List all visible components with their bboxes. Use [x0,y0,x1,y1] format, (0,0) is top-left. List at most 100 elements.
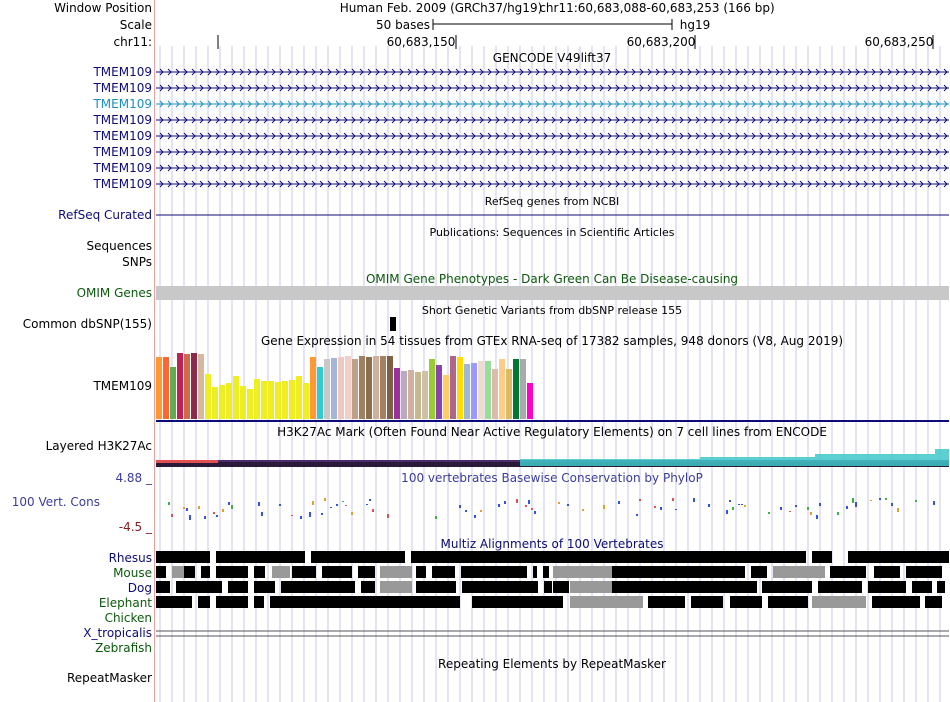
position-text: chr11:60,683,088-60,683,253 (166 bp) [539,1,775,15]
chrom-label: chr11: [113,35,152,49]
conservation-mark [309,512,311,517]
conservation-mark [819,503,821,506]
conservation-mark [531,508,533,510]
alignment-block [216,596,248,608]
alignment-block [432,566,455,578]
alignment-block [730,596,762,608]
gencode-title: GENCODE V49lift37 [492,51,612,65]
alignment-block [462,581,538,593]
alignment-block [762,581,812,593]
gtex-bar [254,379,260,419]
alignment-block [254,581,275,593]
h3k27ac-label[interactable]: Layered H3K27Ac [45,439,152,453]
alignment-block [570,596,643,608]
gtex-bar [450,356,456,419]
alignment-block [937,581,945,593]
conservation-mark [231,505,233,509]
alignment-block [416,581,456,593]
conservation-mark [183,507,185,509]
alignment-block [380,581,412,593]
publications-title: Publications: Sequences in Scientific Ar… [429,226,675,239]
gtex-bar [198,354,204,419]
conservation-mark [885,498,887,500]
gtex-bar [205,374,211,419]
conservation-mark [780,507,782,510]
publications-snps-label[interactable]: SNPs [122,255,152,269]
gtex-bar [443,375,449,419]
conservation-mark [228,502,230,505]
alignment-block [830,566,866,578]
omim-label[interactable]: OMIM Genes [76,286,152,300]
alignment-block [172,566,184,578]
species-label-xtropicalis[interactable]: X_tropicalis [83,626,152,640]
conservation-mark [672,498,674,501]
species-label-mouse[interactable]: Mouse [113,566,152,580]
gtex-bar [345,356,351,419]
transcript-arrows [159,180,948,188]
conservation-mark [198,506,200,509]
gene-label[interactable]: TMEM109 [93,129,152,143]
gene-label[interactable]: TMEM109 [93,65,152,79]
species-label-rhesus[interactable]: Rhesus [108,551,152,565]
gtex-bar [261,381,267,419]
conservation-mark [915,500,917,502]
alignment-block [416,566,426,578]
conservation-mark [372,509,374,512]
conservation-mark [654,506,656,508]
gene-label[interactable]: TMEM109 [93,81,152,95]
species-label-elephant[interactable]: Elephant [98,596,152,610]
conservation-mark [846,506,848,509]
gene-label[interactable]: TMEM109 [93,113,152,127]
alignment-block [411,551,806,563]
conservation-mark [459,505,461,508]
tick-label: 60,683,250 [864,35,934,49]
gtex-bar [240,386,246,419]
gene-label[interactable]: TMEM109 [93,145,152,159]
gtex-label[interactable]: TMEM109 [93,379,152,393]
conservation-mark [525,505,527,507]
refseq-title: RefSeq genes from NCBI [484,195,620,208]
gene-label-highlighted[interactable]: TMEM109 [93,97,152,111]
species-label-dog[interactable]: Dog [127,581,152,595]
refseq-label[interactable]: RefSeq Curated [58,208,152,222]
conservation-mark [516,499,518,503]
alignment-block [272,566,290,578]
gtex-bar [457,357,463,419]
repeats-label[interactable]: RepeatMasker [66,671,152,685]
conservation-mark [567,504,569,506]
gtex-bar [317,367,323,419]
gtex-bar [233,376,239,419]
gtex-bar [422,371,428,419]
alignment-block [612,566,745,578]
species-label-zebrafish[interactable]: Zebrafish [95,641,152,655]
alignment-block [198,596,210,608]
conservation-mark [729,500,731,502]
conservation-mark [693,498,695,502]
conservation-mark [816,515,818,519]
gtex-bar [170,367,176,419]
alignment-block [228,581,248,593]
conservation-title: 100 vertebrates Basewise Conservation by… [401,471,703,485]
conservation-label[interactable]: 100 Vert. Cons [11,495,100,509]
alignment-block [472,596,563,608]
alignment-block [848,551,949,563]
conservation-mark [216,515,218,517]
dbsnp-label[interactable]: Common dbSNP(155) [22,317,152,331]
scale-db-text: hg19 [679,18,711,32]
transcript-arrows [159,164,948,172]
alignment-block [216,551,305,563]
conservation-mark [852,498,854,503]
alignment-block [361,581,375,593]
species-label-chicken[interactable]: Chicken [104,611,152,625]
alignment-block [358,566,375,578]
gtex-bar [464,364,470,419]
publications-sequences-label[interactable]: Sequences [86,239,152,253]
gtex-bar [373,356,379,419]
h3k27ac-red [156,460,218,463]
gtex-bar [471,363,477,419]
conservation-mark [870,500,872,501]
gene-label[interactable]: TMEM109 [93,177,152,191]
gtex-bar [282,381,288,419]
gene-label[interactable]: TMEM109 [93,161,152,175]
conservation-mark [675,509,677,510]
